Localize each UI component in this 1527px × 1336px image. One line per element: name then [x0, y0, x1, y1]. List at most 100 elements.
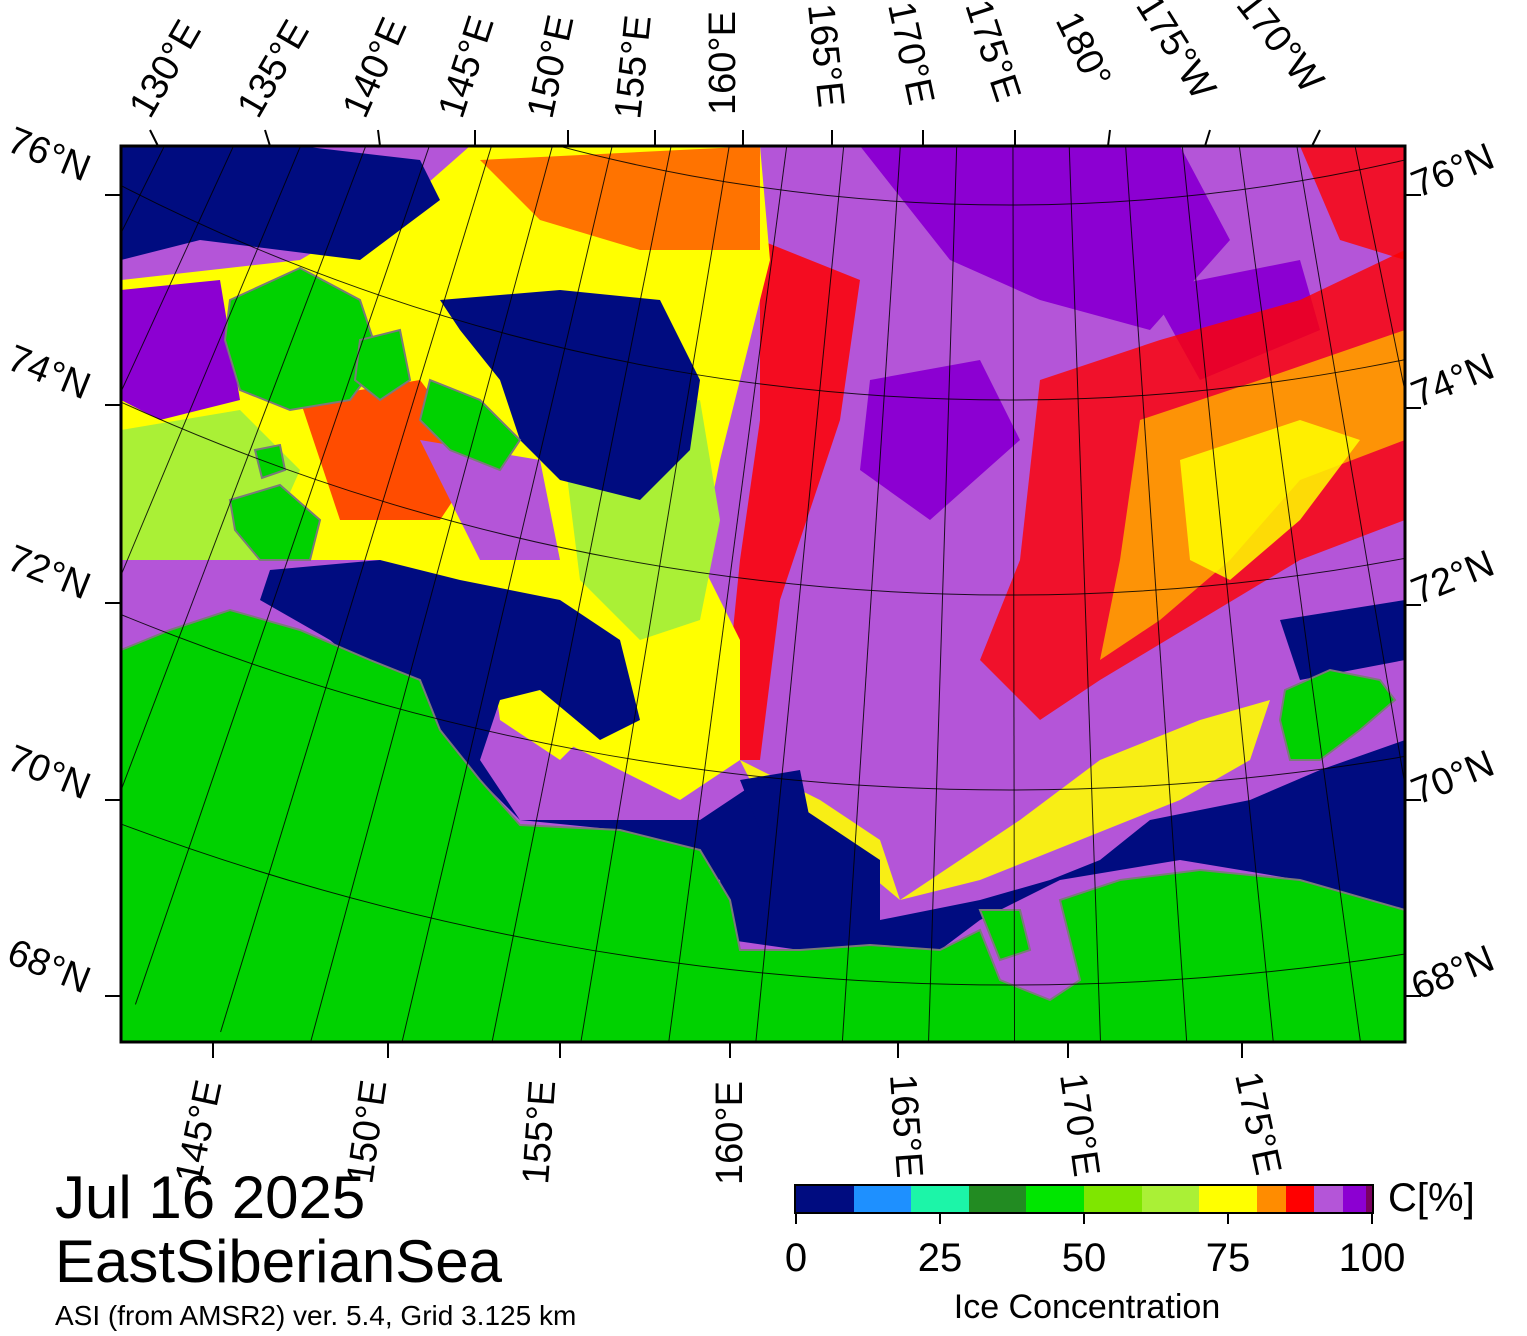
colorbar-tick — [1227, 1212, 1229, 1224]
colorbar-tick-label: 100 — [1338, 1236, 1406, 1280]
colorbar-segment — [853, 1186, 912, 1212]
colorbar-tick-label: 0 — [784, 1236, 808, 1280]
longitude-line — [220, 146, 493, 1033]
bottom-lon-label: 175°E — [1226, 1068, 1289, 1178]
longitude-line — [1068, 146, 1102, 1042]
very-high-ice-patch — [860, 146, 1230, 330]
colorbar-segment — [1314, 1186, 1344, 1212]
longitude-line — [0, 0, 50, 524]
open-water — [440, 290, 700, 500]
colorbar-tick — [795, 1212, 797, 1224]
top-lon-tick — [1107, 129, 1111, 147]
mainland-siberia — [121, 608, 1405, 1042]
colorbar-segment — [1343, 1186, 1367, 1212]
ice-band-red — [480, 146, 760, 250]
island — [253, 443, 287, 480]
top-lon-label: 170°E — [879, 0, 942, 109]
right-lat-label: 70°N — [1406, 743, 1500, 814]
left-lat-label: 76°N — [2, 119, 96, 190]
colorbar-tick — [1371, 1212, 1373, 1224]
bottom-lon-label: 160°E — [709, 1081, 751, 1185]
top-lon-label: 160°E — [702, 11, 744, 115]
island — [228, 483, 322, 561]
open-water — [1280, 600, 1405, 680]
top-lon-label: 180° — [1047, 6, 1119, 95]
open-water — [740, 770, 810, 830]
bottom-lon-label: 165°E — [881, 1073, 930, 1180]
longitude-line — [491, 146, 672, 1042]
longitude-line — [310, 146, 553, 1042]
medium-ice-area — [740, 700, 1270, 900]
ice-band-red — [720, 240, 860, 760]
map-area — [0, 0, 1527, 1042]
new-siberian-islands — [223, 266, 382, 412]
colorbar-segment — [911, 1186, 969, 1212]
ice-band-red — [1300, 146, 1405, 260]
longitude-line — [121, 146, 235, 393]
longitude-line — [1238, 146, 1361, 1042]
top-longitude-labels: 130°E 135°E 140°E 145°E 150°E 155°E 160°E 165°E… — [121, 0, 1332, 147]
bottom-lon-label: 170°E — [1051, 1070, 1107, 1179]
right-lat-label: 68°N — [1406, 938, 1500, 1009]
longitude-line — [1296, 146, 1405, 789]
map-frame — [119, 144, 1407, 1044]
top-lon-tick — [1311, 129, 1321, 147]
top-lon-tick — [149, 129, 159, 147]
colorbar-segment — [968, 1186, 1027, 1212]
longitude-line — [121, 146, 302, 577]
colorbar-segment — [1083, 1186, 1142, 1212]
longitude-line — [580, 146, 730, 1042]
product-label: ASI (from AMSR2) ver. 5.4, Grid 3.125 km — [55, 1300, 577, 1331]
ice-concentration-colorbar — [794, 1184, 1374, 1214]
left-latitude-labels: 76°N 74°N 72°N 70°N 68°N — [2, 119, 121, 1002]
longitude-line — [401, 146, 613, 1042]
bottom-lon-label: 155°E — [515, 1079, 564, 1186]
top-lon-label: 140°E — [335, 12, 416, 124]
longitude-line — [755, 146, 845, 1042]
longitude-line — [0, 0, 89, 581]
top-lon-label: 130°E — [121, 13, 209, 124]
colorbar-segment — [1366, 1186, 1372, 1212]
longitude-line — [1181, 146, 1274, 1042]
island — [978, 909, 1032, 962]
top-lon-tick — [377, 129, 381, 147]
left-lat-label: 68°N — [2, 931, 96, 1002]
ice-band-yellow — [1180, 420, 1360, 580]
left-lat-label: 72°N — [2, 537, 96, 608]
top-lon-label: 145°E — [431, 11, 503, 123]
top-lon-label: 165°E — [799, 2, 852, 110]
longitude-line — [668, 146, 788, 1042]
longitude-line — [928, 146, 958, 1042]
right-lat-label: 74°N — [1406, 346, 1500, 417]
region-label: EastSiberianSea — [55, 1228, 502, 1295]
top-lon-label: 175°W — [1127, 0, 1223, 107]
date-label: Jul 16 2025 — [55, 1164, 366, 1231]
open-water — [260, 560, 1405, 950]
colorbar-unit: C[%] — [1388, 1176, 1475, 1220]
colorbar-segment — [796, 1186, 854, 1212]
colorbar-segment — [1199, 1186, 1257, 1212]
colorbar-segment — [1141, 1186, 1200, 1212]
colorbar-title: Ice Concentration — [953, 1288, 1221, 1326]
longitude-line — [134, 146, 430, 1005]
longitude-line — [1501, 0, 1527, 1001]
colorbar-segment — [1026, 1186, 1084, 1212]
colorbar-tick — [939, 1212, 941, 1224]
island — [353, 328, 412, 402]
open-water — [121, 146, 440, 260]
latitude-line — [0, 0, 1527, 10]
top-lon-tick — [1204, 129, 1211, 147]
right-lat-label: 72°N — [1406, 543, 1500, 614]
very-high-ice-patch — [121, 280, 240, 420]
colorbar-segment — [1256, 1186, 1286, 1212]
top-lon-label: 135°E — [229, 13, 317, 124]
left-lat-label: 70°N — [2, 737, 96, 808]
top-lon-label: 175°E — [956, 0, 1028, 107]
colorbar-tick-label: 75 — [1205, 1236, 1251, 1280]
colorbar-tick-label: 25 — [917, 1236, 963, 1280]
colorbar-tick-label: 50 — [1061, 1236, 1107, 1280]
longitude-line — [1012, 146, 1016, 1042]
right-latitude-labels: 76°N74°N72°N70°N68°N — [1405, 136, 1500, 1009]
left-lat-label: 74°N — [2, 337, 96, 408]
